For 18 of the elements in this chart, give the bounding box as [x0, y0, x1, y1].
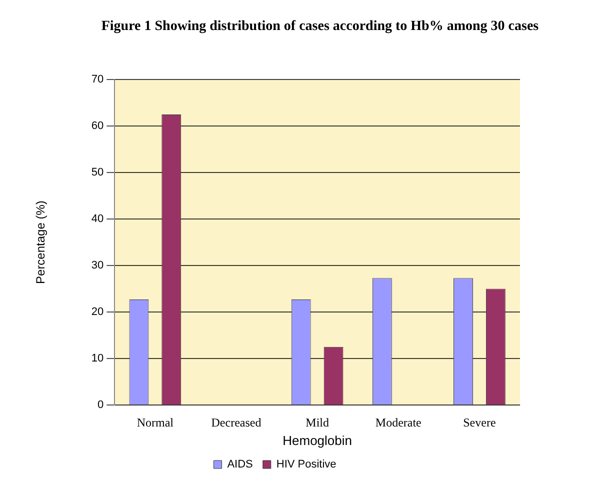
- legend-label: AIDS: [227, 458, 253, 471]
- y-tick-label: 40: [91, 213, 104, 226]
- y-tick-label: 20: [91, 306, 104, 318]
- y-tick-label: 10: [91, 352, 104, 365]
- y-tick-label: 70: [91, 74, 104, 86]
- legend-label: HIV Positive: [276, 458, 336, 471]
- x-axis-title: Hemoglobin: [282, 432, 352, 448]
- x-tick-label: Severe: [463, 415, 496, 430]
- y-tick-label: 30: [91, 260, 104, 272]
- x-tick-label: Mild: [306, 415, 329, 430]
- y-tick-label: 60: [91, 120, 104, 132]
- x-tick-label: Moderate: [375, 415, 422, 430]
- y-tick-label: 50: [91, 166, 104, 179]
- x-tick-label: Normal: [136, 415, 174, 430]
- chart-title: Figure 1 Showing distribution of cases according to Hb% among 30 cases: [100, 18, 540, 36]
- x-tick-label: Decreased: [211, 415, 262, 430]
- y-tick-label: 0: [98, 399, 104, 412]
- y-axis-title: Percentage (%): [34, 200, 48, 284]
